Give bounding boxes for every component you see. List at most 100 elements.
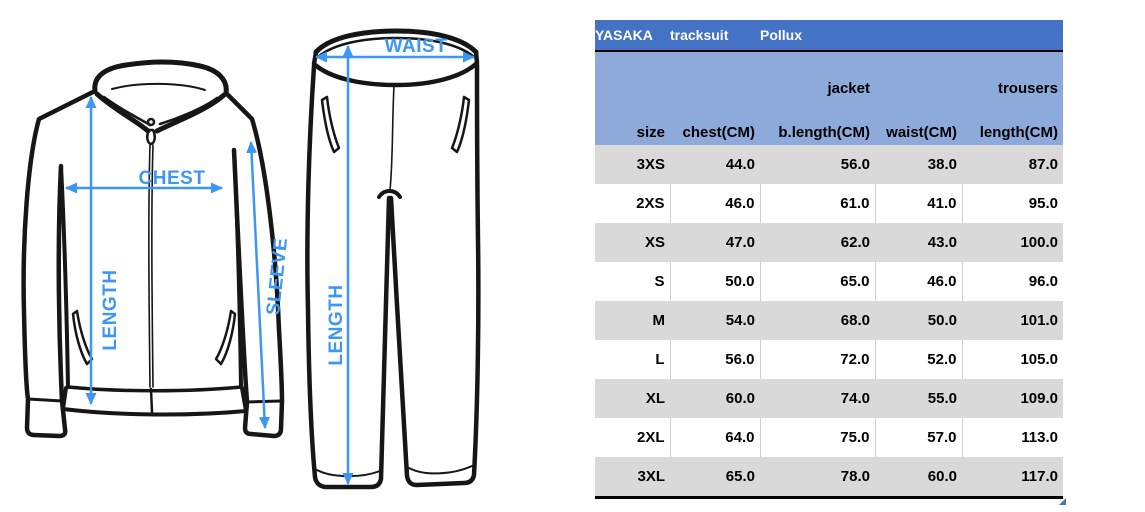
cell-size: XS: [595, 223, 670, 262]
cell-chest: 64.0: [669, 418, 760, 457]
cell-waist: 52.0: [874, 340, 962, 379]
cell-blength: 75.0: [759, 418, 875, 457]
cell-chest: 54.0: [670, 301, 760, 340]
group-spacer: [670, 51, 760, 105]
cell-blength: 68.0: [760, 301, 875, 340]
brand-cell: YASAKA: [595, 20, 670, 52]
group-jacket-cell: jacket: [760, 51, 875, 105]
cell-length: 117.0: [962, 457, 1063, 499]
trousers-drawstring: [389, 85, 395, 191]
cell-waist: 55.0: [875, 379, 962, 418]
trousers-left-pocket: [320, 95, 341, 154]
cell-blength: 65.0: [759, 262, 875, 301]
jacket-sleeve-arrow: [246, 141, 270, 429]
cell-size: S: [595, 262, 670, 301]
trousers-left-leg: [305, 63, 392, 490]
group-spacer: [875, 51, 962, 105]
cell-blength: 72.0: [759, 340, 875, 379]
jacket-left-pocket: [71, 309, 94, 366]
col-header-length: length(CM): [962, 105, 1063, 145]
table-row: L 56.0 72.0 52.0 105.0: [595, 340, 1063, 379]
trousers-hem-lines: [316, 465, 473, 478]
cell-waist: 50.0: [875, 301, 962, 340]
cell-waist: 41.0: [874, 184, 962, 223]
cell-blength: 56.0: [760, 145, 875, 184]
cell-size: L: [595, 340, 670, 379]
cell-length: 87.0: [962, 145, 1063, 184]
selection-corner-mark: [1059, 498, 1066, 505]
cell-length: 109.0: [962, 379, 1063, 418]
table-row: 2XL 64.0 75.0 57.0 113.0: [595, 418, 1063, 457]
jacket-right-pocket: [214, 309, 237, 366]
trousers-right-leg: [388, 62, 481, 488]
jacket-hood-outline: [92, 59, 229, 96]
jacket-hem-top-line: [66, 385, 243, 393]
size-table-grid: YASAKA tracksuit Pollux jacket trousers …: [595, 20, 1063, 499]
cell-waist: 57.0: [874, 418, 962, 457]
table-title-row: YASAKA tracksuit Pollux: [595, 20, 1063, 52]
title-spacer: [875, 20, 962, 52]
cell-waist: 46.0: [874, 262, 962, 301]
cell-length: 96.0: [961, 262, 1063, 301]
cell-length: 113.0: [961, 418, 1063, 457]
group-trousers-cell: trousers: [962, 51, 1063, 105]
jacket-body-seams: [59, 148, 243, 389]
cell-blength: 61.0: [759, 184, 875, 223]
cell-length: 95.0: [961, 184, 1063, 223]
table-row: 3XL 65.0 78.0 60.0 117.0: [595, 457, 1063, 499]
jacket-sleeve-label: SLEEVE: [263, 237, 292, 317]
cell-waist: 43.0: [875, 223, 962, 262]
cell-waist: 38.0: [875, 145, 962, 184]
table-row: M 54.0 68.0 50.0 101.0: [595, 301, 1063, 340]
cell-chest: 56.0: [669, 340, 760, 379]
jacket-left-cuff-line: [26, 397, 64, 403]
col-header-chest: chest(CM): [670, 105, 760, 145]
trousers-waistband-top: [313, 28, 479, 55]
jacket-hood-back-seam: [111, 82, 206, 91]
product-cell: tracksuit: [670, 20, 760, 52]
table-header-row: size chest(CM) b.length(CM) waist(CM) le…: [595, 105, 1063, 145]
cell-size: 2XS: [595, 184, 670, 223]
cell-length: 100.0: [962, 223, 1063, 262]
table-row: XL 60.0 74.0 55.0 109.0: [595, 379, 1063, 418]
jacket-chest-label: CHEST: [139, 168, 206, 189]
cell-size: 3XS: [595, 145, 670, 184]
jacket-zipper-pull: [146, 117, 156, 146]
table-row: XS 47.0 62.0 43.0 100.0: [595, 223, 1063, 262]
jacket-hem-center-seam: [149, 387, 154, 414]
table-row: 3XS 44.0 56.0 38.0 87.0: [595, 145, 1063, 184]
jacket-drawing: [21, 59, 285, 439]
jacket-length-label: LENGTH: [100, 269, 121, 350]
cell-chest: 46.0: [669, 184, 760, 223]
cell-chest: 47.0: [670, 223, 760, 262]
col-header-size: size: [595, 105, 670, 145]
cell-blength: 62.0: [760, 223, 875, 262]
cell-size: 3XL: [595, 457, 670, 499]
trousers-length-label: LENGTH: [326, 284, 347, 365]
cell-chest: 50.0: [669, 262, 760, 301]
cell-size: XL: [595, 379, 670, 418]
jacket-hood-opening: [94, 91, 227, 134]
size-chart-table: YASAKA tracksuit Pollux jacket trousers …: [595, 20, 1066, 505]
trousers-crotch-seam: [377, 189, 402, 199]
col-header-waist: waist(CM): [875, 105, 962, 145]
cell-length: 105.0: [961, 340, 1063, 379]
trousers-right-pocket: [450, 95, 471, 154]
cell-chest: 60.0: [670, 379, 760, 418]
jacket-hem-band: [61, 386, 248, 417]
trousers-waistband-inner: [316, 36, 476, 59]
trousers-waist-label: WAIST: [385, 36, 448, 57]
trousers-drawing: [305, 28, 481, 490]
model-cell: Pollux: [760, 20, 875, 52]
cell-chest: 44.0: [670, 145, 760, 184]
jacket-right-sleeve: [223, 90, 285, 439]
table-row: 2XS 46.0 61.0 41.0 95.0: [595, 184, 1063, 223]
measurement-annotations: LENGTH CHEST SLEEVE WAIST LENGTH: [65, 36, 475, 485]
cell-blength: 78.0: [760, 457, 875, 499]
title-spacer: [962, 20, 1063, 52]
cell-size: M: [595, 301, 670, 340]
group-spacer: [595, 51, 670, 105]
jacket-zipper: [148, 144, 154, 388]
cell-length: 101.0: [962, 301, 1063, 340]
